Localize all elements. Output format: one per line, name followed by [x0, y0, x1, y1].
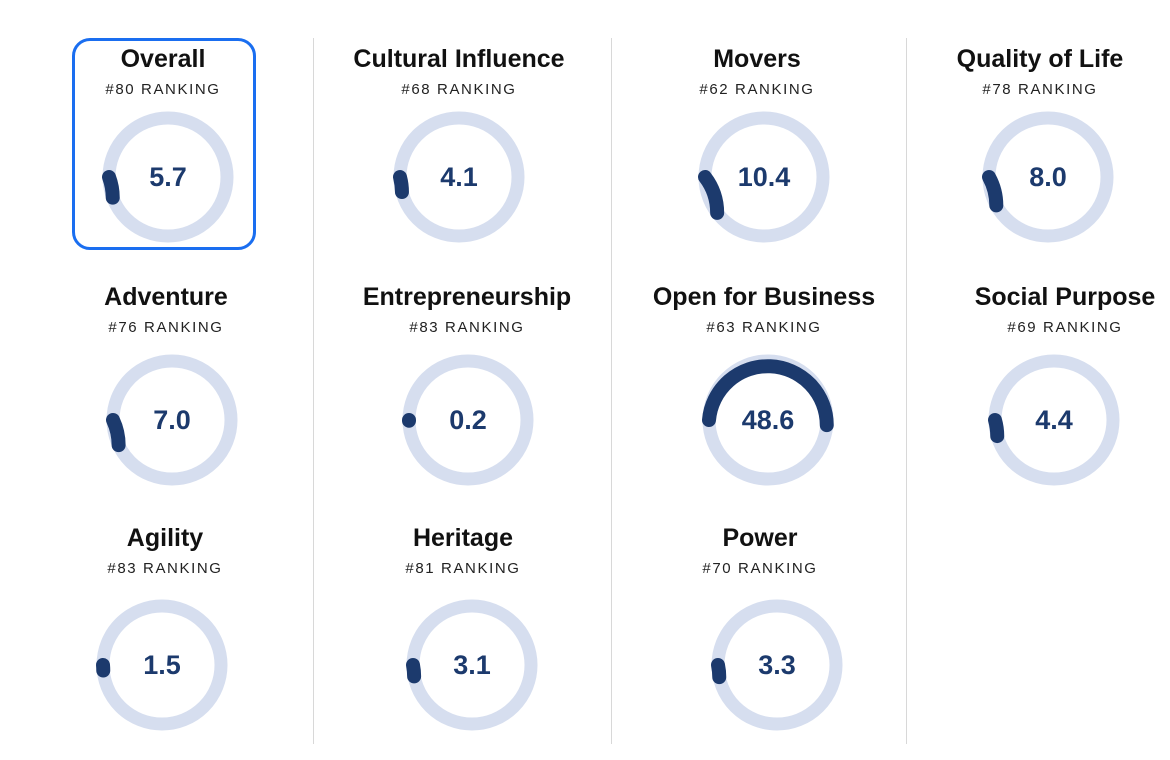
gauge-value: 3.1 — [453, 649, 491, 680]
gauge-agility: 1.5 — [94, 597, 230, 733]
gauge-arc — [711, 658, 727, 685]
gauge-title: Power — [722, 524, 798, 552]
gauge-svg — [96, 599, 228, 731]
gauge-value: 3.3 — [758, 649, 796, 680]
gauge-adventure: 7.0 — [104, 352, 240, 488]
gauge-power: 3.3 — [709, 597, 845, 733]
gauge-svg — [393, 111, 525, 243]
gauge-value: 4.1 — [440, 161, 478, 192]
gauge-overall: 5.7 — [100, 109, 236, 245]
gauge-arc — [406, 658, 422, 684]
gauge-rank: #80 RANKING — [105, 81, 221, 98]
gauge-rank: #83 RANKING — [409, 319, 525, 336]
gauge-rank: #83 RANKING — [107, 560, 223, 577]
gauge-svg — [702, 354, 834, 486]
gauge-title: Overall — [120, 45, 206, 73]
gauge-rank: #68 RANKING — [401, 81, 517, 98]
gauge-svg — [982, 111, 1114, 243]
gauge-rank: #69 RANKING — [1007, 319, 1123, 336]
gauge-card-power[interactable]: Power #70 RANKING — [620, 523, 900, 583]
gauge-card-overall[interactable]: Overall #80 RANKING — [23, 44, 303, 104]
gauge-card-agility[interactable]: Agility #83 RANKING — [25, 523, 305, 583]
gauge-rank: #78 RANKING — [982, 81, 1098, 98]
gauge-value: 10.4 — [737, 161, 791, 192]
gauge-card-adventure[interactable]: Adventure #76 RANKING — [26, 282, 306, 342]
gauge-value: 5.7 — [149, 161, 187, 192]
gauge-svg — [711, 599, 843, 731]
gauge-open-for-business: 48.6 — [700, 352, 836, 488]
gauge-card-quality-of-life[interactable]: Quality of Life #78 RANKING — [900, 44, 1170, 104]
gauge-svg — [988, 354, 1120, 486]
gauge-value: 1.5 — [143, 649, 181, 680]
selected-highlight — [72, 38, 256, 250]
gauge-title: Entrepreneurship — [362, 283, 572, 311]
gauge-svg — [698, 111, 830, 243]
gauge-value: 7.0 — [153, 404, 191, 435]
gauge-svg — [406, 599, 538, 731]
gauge-heritage: 3.1 — [404, 597, 540, 733]
gauge-title: Open for Business — [652, 283, 876, 311]
gauge-card-entrepreneurship[interactable]: Entrepreneurship #83 RANKING — [327, 282, 607, 342]
column-divider — [611, 38, 612, 744]
gauge-svg — [102, 111, 234, 243]
gauge-arc — [106, 413, 126, 453]
gauge-title: Agility — [126, 524, 204, 552]
gauge-svg — [106, 354, 238, 486]
gauge-value: 48.6 — [741, 404, 795, 435]
column-divider — [906, 38, 907, 744]
gauge-arc — [702, 359, 834, 433]
gauge-title: Quality of Life — [956, 45, 1124, 73]
gauge-rank: #76 RANKING — [108, 319, 224, 336]
column-divider — [313, 38, 314, 744]
gauge-title: Heritage — [412, 524, 514, 552]
gauge-card-movers[interactable]: Movers #62 RANKING — [617, 44, 897, 104]
gauge-card-social-purpose[interactable]: Social Purpose #69 RANKING — [925, 282, 1170, 342]
gauge-social-purpose: 4.4 — [986, 352, 1122, 488]
gauge-movers: 10.4 — [696, 109, 832, 245]
gauge-arc — [698, 170, 725, 220]
gauge-title: Cultural Influence — [353, 45, 565, 73]
gauge-title: Movers — [713, 45, 801, 73]
gauge-quality-of-life: 8.0 — [980, 109, 1116, 245]
gauge-rank: #63 RANKING — [706, 319, 822, 336]
gauge-arc — [393, 170, 409, 200]
gauge-rank: #81 RANKING — [405, 560, 521, 577]
gauge-card-open-for-business[interactable]: Open for Business #63 RANKING — [624, 282, 904, 342]
gauge-value: 8.0 — [1029, 161, 1067, 192]
gauge-rank: #62 RANKING — [699, 81, 815, 98]
gauge-arc — [988, 413, 1005, 444]
gauge-cultural-influence: 4.1 — [391, 109, 527, 245]
gauge-title: Social Purpose — [974, 283, 1156, 311]
gauge-arc — [102, 170, 120, 205]
gauge-title: Adventure — [104, 283, 228, 311]
gauge-entrepreneurship: 0.2 — [400, 352, 536, 488]
gauge-card-heritage[interactable]: Heritage #81 RANKING — [323, 523, 603, 583]
gauge-rank: #70 RANKING — [702, 560, 818, 577]
gauge-value: 4.4 — [1035, 404, 1073, 435]
gauge-value: 0.2 — [449, 404, 487, 435]
gauge-svg — [402, 354, 534, 486]
gauge-arc — [982, 170, 1004, 213]
gauge-card-cultural-influence[interactable]: Cultural Influence #68 RANKING — [319, 44, 599, 104]
